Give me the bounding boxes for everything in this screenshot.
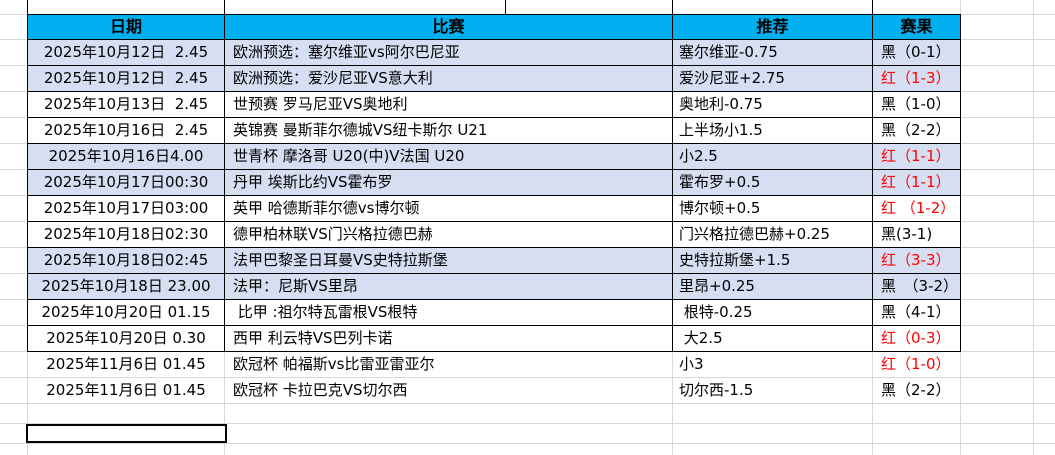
cell-match[interactable]: 英甲 哈德斯菲尔德vs博尔顿 — [225, 196, 673, 222]
cell-date[interactable]: 2025年11月6日 01.45 — [27, 352, 225, 378]
cell-tip[interactable]: 根特-0.25 — [673, 300, 873, 326]
cell-tip[interactable]: 爱沙尼亚+2.75 — [673, 66, 873, 92]
column-divider — [27, 0, 28, 14]
cell-date[interactable]: 2025年10月20日 0.30 — [27, 326, 225, 352]
table-row: 2025年10月18日02:45 法甲巴黎圣日耳曼VS史特拉斯堡 史特拉斯堡+1… — [27, 248, 961, 274]
cell-date[interactable]: 2025年10月13日 2.45 — [27, 92, 225, 118]
table-row: 2025年10月13日 2.45 世预赛 罗马尼亚VS奥地利 奥地利-0.75 … — [27, 92, 961, 118]
cell-match[interactable]: 欧洲预选：爱沙尼亚VS意大利 — [225, 66, 673, 92]
cell-date[interactable]: 2025年10月18日02:45 — [27, 248, 225, 274]
cell-date[interactable]: 2025年10月18日 23.00 — [27, 274, 225, 300]
table-row: 2025年10月16日4.00 世青杯 摩洛哥 U20(中)V法国 U20 小2… — [27, 144, 961, 170]
column-divider — [505, 0, 506, 14]
cell-result[interactable]: 红（3-3） — [873, 248, 961, 274]
cell-result[interactable]: 红（1-3） — [873, 66, 961, 92]
cell-tip[interactable]: 大2.5 — [673, 326, 873, 352]
cell-match[interactable]: 法甲：尼斯VS里昂 — [225, 274, 673, 300]
table-row: 2025年10月12日 2.45 欧洲预选：爱沙尼亚VS意大利 爱沙尼亚+2.7… — [27, 66, 961, 92]
table-body: 2025年10月12日 2.45 欧洲预选：塞尔维亚vs阿尔巴尼亚 塞尔维亚-0… — [27, 40, 961, 404]
column-divider — [872, 0, 873, 14]
table-row: 2025年11月6日 01.45 欧冠杯 卡拉巴克VS切尔西 切尔西-1.5 黑… — [27, 378, 961, 404]
cell-tip[interactable]: 切尔西-1.5 — [673, 378, 873, 404]
cell-match[interactable]: 欧洲预选：塞尔维亚vs阿尔巴尼亚 — [225, 40, 673, 66]
table-row: 2025年10月17日00:30 丹甲 埃斯比约VS霍布罗 霍布罗+0.5 红（… — [27, 170, 961, 196]
cell-tip[interactable]: 史特拉斯堡+1.5 — [673, 248, 873, 274]
cell-tip[interactable]: 上半场小1.5 — [673, 118, 873, 144]
cell-match[interactable]: 欧冠杯 帕福斯vs比雷亚雷亚尔 — [225, 352, 673, 378]
cell-date[interactable]: 2025年10月12日 2.45 — [27, 66, 225, 92]
cell-match[interactable]: 英锦赛 曼斯菲尔德城VS纽卡斯尔 U21 — [225, 118, 673, 144]
gridline — [0, 443, 1055, 444]
cell-result[interactable]: 黑（2-2） — [873, 378, 961, 404]
table-row: 2025年10月20日 01.15 比甲 :祖尔特瓦雷根VS根特 根特-0.25… — [27, 300, 961, 326]
cell-date[interactable]: 2025年10月17日00:30 — [27, 170, 225, 196]
cell-result[interactable]: 黑（4-1） — [873, 300, 961, 326]
cell-date[interactable]: 2025年10月20日 01.15 — [27, 300, 225, 326]
cell-result[interactable]: 红（1-1） — [873, 144, 961, 170]
cell-match[interactable]: 丹甲 埃斯比约VS霍布罗 — [225, 170, 673, 196]
cell-result[interactable]: 黑(3-1) — [873, 222, 961, 248]
cell-date[interactable]: 2025年10月12日 2.45 — [27, 40, 225, 66]
cell-tip[interactable]: 霍布罗+0.5 — [673, 170, 873, 196]
table-row: 2025年11月6日 01.45 欧冠杯 帕福斯vs比雷亚雷亚尔 小3 红（1-… — [27, 352, 961, 378]
cell-result[interactable]: 红（0-3） — [873, 326, 961, 352]
cell-result[interactable]: 红 （1-2） — [873, 196, 961, 222]
table-row: 2025年10月16日 2.45 英锦赛 曼斯菲尔德城VS纽卡斯尔 U21 上半… — [27, 118, 961, 144]
cell-result[interactable]: 黑 （3-2） — [873, 274, 961, 300]
cell-result[interactable]: 黑（1-0） — [873, 92, 961, 118]
cell-match[interactable]: 世预赛 罗马尼亚VS奥地利 — [225, 92, 673, 118]
cell-tip[interactable]: 小3 — [673, 352, 873, 378]
cell-tip[interactable]: 奥地利-0.75 — [673, 92, 873, 118]
header-match[interactable]: 比赛 — [225, 14, 673, 40]
cell-result[interactable]: 红（1-0） — [873, 352, 961, 378]
cell-match[interactable]: 西甲 利云特VS巴列卡诺 — [225, 326, 673, 352]
cell-date[interactable]: 2025年10月17日03:00 — [27, 196, 225, 222]
column-divider — [672, 0, 673, 14]
table-row: 2025年10月18日02:30 德甲柏林联VS门兴格拉德巴赫 门兴格拉德巴赫+… — [27, 222, 961, 248]
cell-date[interactable]: 2025年10月18日02:30 — [27, 222, 225, 248]
cell-tip[interactable]: 博尔顿+0.5 — [673, 196, 873, 222]
cell-match[interactable]: 德甲柏林联VS门兴格拉德巴赫 — [225, 222, 673, 248]
header-result[interactable]: 赛果 — [873, 14, 961, 40]
cell-result[interactable]: 黑（2-2） — [873, 118, 961, 144]
cell-tip[interactable]: 小2.5 — [673, 144, 873, 170]
header-tip[interactable]: 推荐 — [673, 14, 873, 40]
cell-date[interactable]: 2025年10月16日4.00 — [27, 144, 225, 170]
header-date[interactable]: 日期 — [27, 14, 225, 40]
empty-bordered-cell[interactable] — [26, 424, 227, 443]
cell-result[interactable]: 红（1-1） — [873, 170, 961, 196]
cell-match[interactable]: 比甲 :祖尔特瓦雷根VS根特 — [225, 300, 673, 326]
cell-match[interactable]: 世青杯 摩洛哥 U20(中)V法国 U20 — [225, 144, 673, 170]
header-row: 日期 比赛 推荐 赛果 — [27, 14, 961, 40]
table-row: 2025年10月17日03:00 英甲 哈德斯菲尔德vs博尔顿 博尔顿+0.5 … — [27, 196, 961, 222]
table-row: 2025年10月20日 0.30 西甲 利云特VS巴列卡诺 大2.5 红（0-3… — [27, 326, 961, 352]
cell-result[interactable]: 黑（0-1） — [873, 40, 961, 66]
cell-tip[interactable]: 塞尔维亚-0.75 — [673, 40, 873, 66]
bet-table: 日期 比赛 推荐 赛果 2025年10月12日 2.45 欧洲预选：塞尔维亚vs… — [27, 14, 961, 404]
cell-match[interactable]: 法甲巴黎圣日耳曼VS史特拉斯堡 — [225, 248, 673, 274]
column-divider — [224, 0, 225, 14]
gridline — [0, 423, 1055, 424]
cell-date[interactable]: 2025年10月16日 2.45 — [27, 118, 225, 144]
cell-tip[interactable]: 里昂+0.25 — [673, 274, 873, 300]
table-row: 2025年10月12日 2.45 欧洲预选：塞尔维亚vs阿尔巴尼亚 塞尔维亚-0… — [27, 40, 961, 66]
gridline — [1033, 0, 1034, 455]
table-row: 2025年10月18日 23.00 法甲：尼斯VS里昂 里昂+0.25 黑 （3… — [27, 274, 961, 300]
cell-tip[interactable]: 门兴格拉德巴赫+0.25 — [673, 222, 873, 248]
cell-match[interactable]: 欧冠杯 卡拉巴克VS切尔西 — [225, 378, 673, 404]
cell-date[interactable]: 2025年11月6日 01.45 — [27, 378, 225, 404]
